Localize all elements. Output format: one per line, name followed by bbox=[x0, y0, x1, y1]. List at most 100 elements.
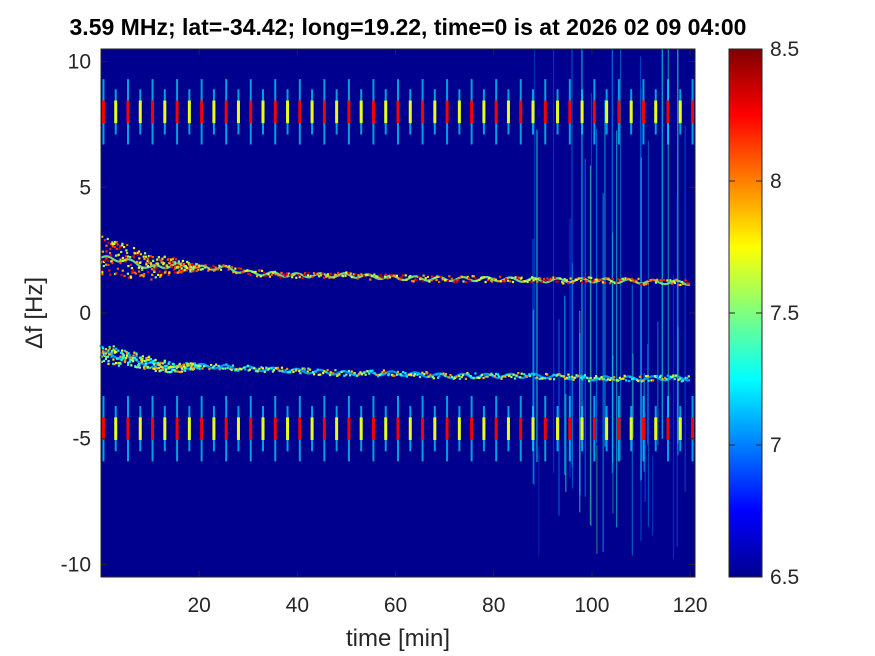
lower-trace-point bbox=[149, 361, 152, 364]
lower-trace-point bbox=[363, 371, 366, 374]
lower-trace-point bbox=[103, 353, 107, 356]
lower-trace-point bbox=[360, 373, 364, 376]
upper-trace-point bbox=[102, 260, 106, 263]
upper-trace-point bbox=[143, 257, 146, 261]
pulse-core bbox=[494, 417, 498, 440]
upper-trace-point bbox=[540, 280, 544, 283]
lower-trace-point bbox=[143, 367, 146, 370]
lower-trace-point bbox=[651, 379, 655, 382]
upper-trace-point bbox=[115, 247, 118, 250]
lower-trace-point bbox=[436, 376, 440, 379]
upper-trace-point bbox=[498, 275, 502, 278]
pulse-core bbox=[506, 100, 510, 124]
lower-trace-point bbox=[193, 362, 196, 365]
lower-trace-point bbox=[496, 373, 500, 376]
lower-trace-point bbox=[655, 375, 659, 378]
upper-trace-point bbox=[152, 270, 156, 273]
lower-trace-point bbox=[311, 371, 315, 374]
lower-trace-point bbox=[532, 373, 536, 376]
lower-trace-point bbox=[123, 360, 126, 363]
upper-trace-point bbox=[136, 261, 139, 264]
lower-trace-point bbox=[555, 374, 558, 377]
lower-trace-point bbox=[637, 379, 640, 383]
pulse-core bbox=[163, 417, 167, 440]
pulse-core bbox=[335, 417, 339, 440]
lower-trace-point bbox=[595, 376, 599, 379]
lower-trace-point bbox=[258, 367, 261, 370]
upper-trace-point bbox=[492, 277, 496, 280]
upper-trace-point bbox=[393, 274, 396, 277]
pulse-core bbox=[138, 100, 142, 124]
upper-trace-point bbox=[624, 277, 627, 280]
lower-trace-point bbox=[102, 359, 106, 362]
lower-trace-point bbox=[634, 377, 637, 381]
lower-trace-point bbox=[600, 376, 603, 379]
pulse-core bbox=[556, 417, 560, 440]
upper-trace-point bbox=[194, 266, 197, 269]
lower-trace-point bbox=[128, 354, 131, 357]
lower-trace-point bbox=[253, 367, 256, 370]
pulse-core bbox=[531, 417, 535, 440]
upper-trace-point bbox=[542, 278, 546, 281]
upper-trace-point bbox=[125, 251, 129, 255]
pulse-core bbox=[396, 417, 400, 440]
lower-trace-point bbox=[589, 376, 592, 380]
lower-trace-point bbox=[156, 363, 159, 366]
upper-trace-point bbox=[611, 277, 615, 281]
upper-trace-point bbox=[227, 268, 230, 271]
upper-trace-point bbox=[161, 257, 164, 260]
lower-trace-point bbox=[336, 374, 339, 377]
upper-trace-point bbox=[203, 266, 206, 269]
upper-trace-point bbox=[185, 266, 189, 269]
upper-trace-point bbox=[241, 271, 244, 274]
lower-trace-point bbox=[125, 350, 128, 354]
pulse-core bbox=[175, 100, 179, 124]
upper-trace-point bbox=[298, 276, 301, 279]
upper-trace-point bbox=[293, 273, 296, 276]
upper-trace-point bbox=[538, 277, 541, 280]
upper-trace-point bbox=[450, 277, 453, 280]
upper-trace-point bbox=[422, 274, 425, 277]
lower-trace-point bbox=[219, 367, 222, 370]
pulse-core bbox=[359, 417, 363, 440]
lower-trace-point bbox=[168, 361, 171, 364]
pulse-core bbox=[654, 417, 658, 440]
upper-trace-point bbox=[501, 280, 505, 283]
upper-trace-point bbox=[149, 254, 152, 258]
upper-trace-point bbox=[292, 273, 295, 277]
upper-trace-point bbox=[192, 270, 195, 273]
upper-trace-point bbox=[109, 247, 112, 251]
lower-trace-point bbox=[181, 367, 184, 370]
upper-trace-point bbox=[457, 278, 460, 281]
pulse-core bbox=[101, 100, 105, 124]
upper-trace-point bbox=[123, 274, 126, 278]
upper-trace-point bbox=[216, 268, 219, 271]
pulse-core bbox=[396, 100, 400, 124]
upper-trace-point bbox=[520, 276, 523, 279]
lower-trace-point bbox=[142, 366, 146, 369]
lower-trace-point bbox=[167, 371, 170, 374]
upper-trace-point bbox=[677, 283, 680, 287]
lower-trace-point bbox=[572, 378, 575, 382]
lower-trace-point bbox=[317, 373, 320, 376]
upper-trace-point bbox=[214, 266, 217, 269]
upper-trace-point bbox=[436, 275, 439, 278]
upper-trace-point bbox=[179, 268, 182, 272]
upper-trace-point bbox=[630, 277, 634, 281]
upper-trace-point bbox=[124, 255, 127, 258]
upper-trace-point bbox=[617, 278, 620, 281]
lower-trace-point bbox=[525, 375, 529, 378]
lower-trace-point bbox=[523, 373, 526, 376]
upper-trace-point bbox=[174, 265, 177, 268]
pulse-core bbox=[335, 100, 339, 124]
lower-trace-point bbox=[246, 364, 249, 367]
upper-trace-point bbox=[246, 269, 249, 272]
lower-trace-point bbox=[486, 375, 489, 378]
lower-trace-point bbox=[196, 366, 199, 369]
upper-trace-point bbox=[681, 280, 684, 284]
upper-trace-point bbox=[173, 271, 177, 274]
lower-trace-point bbox=[605, 379, 608, 382]
lower-trace-point bbox=[450, 375, 454, 378]
lower-trace-point bbox=[303, 368, 306, 371]
